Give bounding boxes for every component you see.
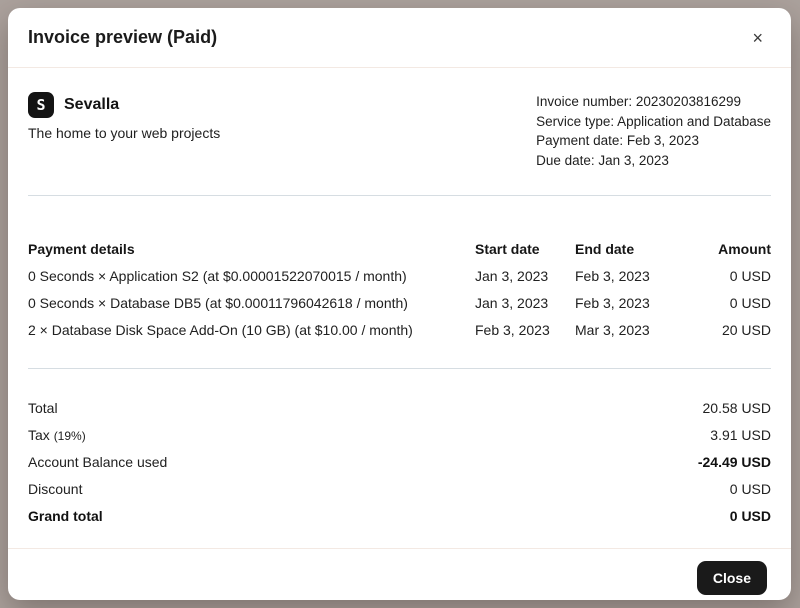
service-type-line: Service type: Application and Database [536,113,771,129]
brand-block: S Sevalla The home to your web projects [28,92,220,141]
tax-row: Tax (19%) 3.91 USD [28,421,771,448]
table-row-end-date: Feb 3, 2023 [575,267,650,284]
table-row-start-date: Jan 3, 2023 [475,294,549,311]
brand-tagline: The home to your web projects [28,125,221,141]
due-date-line: Due date: Jan 3, 2023 [536,152,669,168]
total-value: 20.58 USD [702,399,771,416]
tax-rate: (19%) [53,428,86,443]
table-row-start-date: Feb 3, 2023 [475,321,550,338]
discount-value: 0 USD [729,480,771,497]
close-icon[interactable]: × [748,27,767,49]
table-row-end-date: Feb 3, 2023 [575,294,650,311]
account-balance-label: Account Balance used [28,453,168,470]
grand-total-row: Grand total 0 USD [28,502,771,529]
modal-body: S Sevalla The home to your web projects … [8,68,791,548]
table-row-start-date: Jan 3, 2023 [475,267,549,284]
table-row-amount: 0 USD [729,294,771,311]
divider [28,195,771,196]
discount-row: Discount 0 USD [28,475,771,502]
payment-details-table: Payment details Start date End date Amou… [28,196,771,343]
invoice-meta-block: Invoice number: 20230203816299 Service t… [536,92,771,170]
close-button[interactable]: Close [696,560,767,595]
modal-footer: Close [8,548,791,600]
column-header-payment-details: Payment details [28,240,135,257]
brand-name: Sevalla [64,96,120,113]
column-header-start-date: Start date [475,240,540,257]
table-row-description: 0 Seconds × Database DB5 (at $0.00011796… [28,294,408,311]
payment-date-line: Payment date: Feb 3, 2023 [536,133,699,148]
account-balance-row: Account Balance used -24.49 USD [28,448,771,475]
table-row-description: 0 Seconds × Application S2 (at $0.000015… [28,267,407,284]
modal-header: Invoice preview (Paid) × [8,8,791,68]
table-row-amount: 0 USD [729,267,771,284]
tax-label-text: Tax [28,426,50,443]
column-header-end-date: End date [575,240,635,257]
column-header-amount: Amount [718,240,771,257]
account-balance-value: -24.49 USD [697,453,771,470]
tax-label: Tax (19%) [28,427,86,443]
table-row-amount: 20 USD [721,321,771,338]
total-label: Total [28,399,58,416]
invoice-preview-modal: Invoice preview (Paid) × S Sevalla The h… [8,8,791,600]
brand-row: S Sevalla [28,92,220,118]
total-row: Total 20.58 USD [28,394,771,421]
divider [28,368,771,369]
tax-value: 3.91 USD [710,426,771,443]
brand-and-meta-section: S Sevalla The home to your web projects … [28,68,771,170]
grand-total-value: 0 USD [729,507,771,524]
modal-title: Invoice preview (Paid) [28,27,218,47]
discount-label: Discount [28,480,83,497]
table-row-description: 2 × Database Disk Space Add-On (10 GB) (… [28,321,413,338]
grand-total-label: Grand total [28,507,103,524]
table-row-end-date: Mar 3, 2023 [575,321,650,338]
sevalla-logo-icon: S [28,92,54,118]
table-grid: Payment details Start date End date Amou… [28,235,771,343]
invoice-number-line: Invoice number: 20230203816299 [536,94,742,109]
totals-section: Total 20.58 USD Tax (19%) 3.91 USD Accou… [28,369,771,529]
